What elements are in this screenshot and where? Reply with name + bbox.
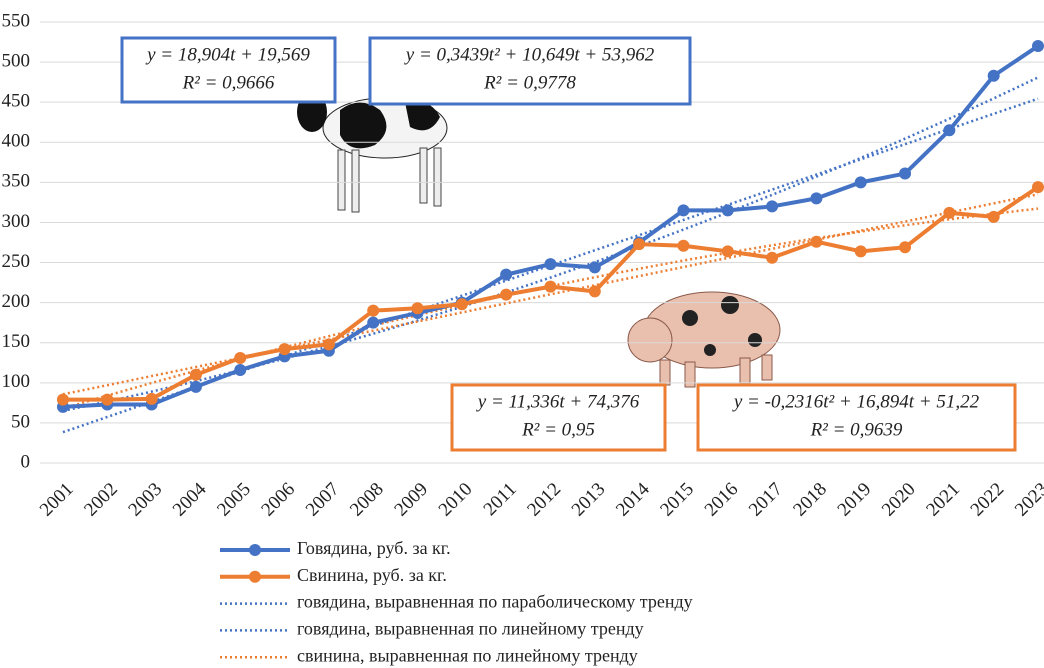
legend-marker	[249, 544, 261, 556]
point	[544, 281, 556, 293]
point	[412, 302, 424, 314]
x-tick-label: 2013	[568, 479, 610, 521]
x-tick-label: 2019	[834, 479, 876, 521]
point	[943, 207, 955, 219]
annotation-text: R² = 0,9778	[483, 72, 576, 93]
annotation-text: R² = 0,95	[521, 419, 595, 440]
point	[146, 393, 158, 405]
point	[899, 241, 911, 253]
point	[589, 285, 601, 297]
point	[766, 252, 778, 264]
point	[544, 258, 556, 270]
point	[766, 200, 778, 212]
point	[722, 245, 734, 257]
point	[1032, 181, 1044, 193]
point	[500, 269, 512, 281]
legend-label: говядина, выравненная по линейному тренд…	[297, 619, 644, 639]
x-tick-label: 2003	[124, 479, 166, 521]
legend-label: свинина, выравненная по линейному тренду	[297, 645, 638, 665]
x-tick-label: 2006	[257, 479, 299, 521]
point	[589, 261, 601, 273]
y-tick-label: 200	[2, 291, 31, 312]
point	[855, 176, 867, 188]
annotation-text: R² = 0,9666	[182, 72, 275, 93]
y-tick-label: 50	[11, 411, 30, 432]
data-line	[63, 187, 1038, 399]
point	[456, 298, 468, 310]
legend-label: Говядина, руб. за кг.	[297, 538, 451, 558]
point	[988, 211, 1000, 223]
x-tick-label: 2022	[967, 479, 1009, 521]
x-tick-label: 2007	[302, 479, 344, 521]
point	[899, 168, 911, 180]
point	[810, 192, 822, 204]
annotation-text: R² = 0,9639	[810, 419, 903, 440]
annotation-text: y = 0,3439t² + 10,649t + 53,962	[404, 44, 655, 65]
x-tick-label: 2004	[169, 478, 211, 520]
point	[855, 245, 867, 257]
x-tick-label: 2020	[878, 479, 920, 521]
trend-line	[63, 194, 1038, 394]
y-tick-label: 250	[2, 251, 31, 272]
y-tick-label: 100	[2, 371, 31, 392]
point	[677, 204, 689, 216]
x-tick-label: 2002	[80, 479, 122, 521]
point	[988, 70, 1000, 82]
point	[190, 381, 202, 393]
point	[57, 394, 69, 406]
x-tick-label: 2018	[789, 479, 831, 521]
x-tick-label: 2010	[435, 479, 477, 521]
point	[101, 394, 113, 406]
cow-picture	[297, 92, 447, 212]
point	[677, 240, 689, 252]
legend-label: говядина, выравненная по параболическому…	[297, 592, 693, 612]
y-tick-label: 350	[2, 171, 31, 192]
x-tick-label: 2023	[1011, 479, 1044, 521]
y-tick-label: 400	[2, 131, 31, 152]
x-tick-label: 2015	[656, 479, 698, 521]
point	[234, 352, 246, 364]
trend-line	[63, 77, 1038, 410]
y-tick-label: 0	[21, 451, 31, 472]
point	[722, 204, 734, 216]
x-tick-label: 2012	[523, 479, 565, 521]
y-tick-label: 300	[2, 211, 31, 232]
x-tick-label: 2009	[390, 479, 432, 521]
point	[367, 317, 379, 329]
y-tick-label: 150	[2, 331, 31, 352]
annotation-text: y = 18,904t + 19,569	[145, 44, 310, 65]
y-tick-label: 450	[2, 91, 31, 112]
x-tick-label: 2014	[612, 478, 654, 520]
point	[810, 236, 822, 248]
x-tick-label: 2005	[213, 479, 255, 521]
point	[500, 289, 512, 301]
legend-marker	[249, 571, 261, 583]
chart: 0501001502002503003504004505005502001200…	[0, 0, 1044, 668]
point	[279, 343, 291, 355]
x-tick-label: 2008	[346, 479, 388, 521]
x-tick-label: 2011	[480, 479, 521, 520]
x-tick-label: 2021	[922, 479, 964, 521]
point	[633, 238, 645, 250]
point	[323, 338, 335, 350]
point	[943, 124, 955, 136]
point	[234, 364, 246, 376]
x-tick-label: 2016	[701, 479, 743, 521]
x-tick-label: 2001	[36, 479, 78, 521]
annotation-text: y = 11,336t + 74,376	[476, 391, 640, 412]
trend-line	[63, 209, 1038, 409]
point	[190, 369, 202, 381]
point	[367, 305, 379, 317]
x-tick-label: 2017	[745, 479, 787, 521]
legend-label: Свинина, руб. за кг.	[297, 565, 447, 585]
point	[1032, 40, 1044, 52]
y-tick-label: 500	[2, 50, 31, 71]
page: 0501001502002503003504004505005502001200…	[0, 0, 1044, 668]
pig-picture	[628, 292, 780, 387]
y-tick-label: 550	[2, 10, 31, 31]
annotation-text: y = -0,2316t² + 16,894t + 51,22	[732, 391, 980, 412]
